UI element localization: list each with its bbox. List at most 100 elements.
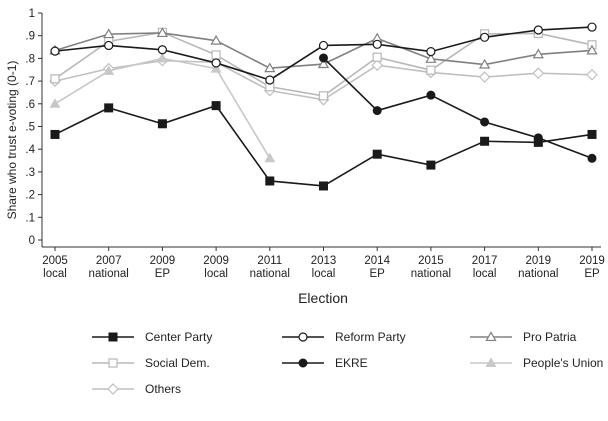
series-lines xyxy=(49,22,598,191)
legend-label: People's Union xyxy=(523,356,603,370)
data-point xyxy=(210,63,222,73)
y-tick-label: .3 xyxy=(25,167,35,179)
x-tick-label-year: 2009 xyxy=(150,255,176,267)
x-tick-label-type: EP xyxy=(155,268,171,280)
x-axis-title: Election xyxy=(298,290,348,306)
x-tick-label-year: 2014 xyxy=(364,255,390,267)
x-tick-label-type: local xyxy=(473,268,497,280)
data-point xyxy=(478,71,491,83)
data-point xyxy=(211,50,221,60)
legend-item-reform-party: Reform Party xyxy=(282,330,406,344)
data-point xyxy=(50,46,60,56)
x-tick-label-type: national xyxy=(411,268,451,280)
data-point xyxy=(49,98,61,108)
legend-item-center-party: Center Party xyxy=(92,330,212,344)
legend-marker xyxy=(108,332,118,342)
legend-label: Social Dem. xyxy=(145,356,210,370)
legend-item-people-s-union: People's Union xyxy=(470,356,603,370)
y-tick-label: .8 xyxy=(25,53,35,65)
legend-marker xyxy=(298,332,308,342)
data-point xyxy=(265,75,275,85)
x-tick-label-year: 2005 xyxy=(42,255,68,267)
data-point xyxy=(425,53,437,63)
axes: 0.1.2.3.4.5.6.7.8.912005local2007nationa… xyxy=(25,8,604,280)
x-tick-label-type: EP xyxy=(584,268,600,280)
data-point xyxy=(587,153,597,163)
x-tick-label-year: 2017 xyxy=(472,255,498,267)
data-point xyxy=(371,59,384,72)
series-people-s-union xyxy=(49,52,276,163)
legend-label: EKRE xyxy=(335,356,368,370)
legend-label: Pro Patria xyxy=(523,330,577,344)
legend-label: Others xyxy=(145,382,181,396)
legend-item-pro-patria: Pro Patria xyxy=(470,330,577,344)
legend-marker xyxy=(485,331,497,342)
data-point xyxy=(532,67,545,80)
legend-item-ekre: EKRE xyxy=(282,356,368,370)
data-point xyxy=(157,119,167,129)
x-tick-label-year: 2015 xyxy=(418,255,444,267)
x-tick-label-type: local xyxy=(204,268,228,280)
y-tick-label: .7 xyxy=(25,76,35,88)
x-tick-label-type: EP xyxy=(370,268,386,280)
y-tick-label: .5 xyxy=(25,122,35,134)
y-tick-label: .4 xyxy=(25,144,35,156)
x-tick-label-type: national xyxy=(250,268,290,280)
data-point xyxy=(210,34,222,45)
data-point xyxy=(157,45,167,55)
legend-marker xyxy=(107,383,119,395)
data-point xyxy=(156,27,169,38)
y-tick-label: .9 xyxy=(25,31,35,43)
data-point xyxy=(372,149,382,159)
data-point xyxy=(532,48,544,59)
legend-label: Reform Party xyxy=(335,330,406,344)
x-tick-label-year: 2013 xyxy=(311,255,337,267)
data-point xyxy=(586,44,598,55)
x-tick-label-year: 2009 xyxy=(203,255,229,267)
y-tick-label: .6 xyxy=(25,99,35,111)
data-point xyxy=(587,129,597,139)
data-point xyxy=(211,101,221,111)
data-point xyxy=(319,53,328,63)
legend-label: Center Party xyxy=(145,330,212,344)
legend-marker xyxy=(298,358,308,368)
data-point xyxy=(533,25,543,35)
data-point xyxy=(318,40,329,51)
x-tick-label-year: 2019 xyxy=(579,255,605,267)
data-point xyxy=(533,137,543,147)
y-tick-label: 0 xyxy=(29,235,35,247)
y-tick-label: .2 xyxy=(25,190,35,202)
x-tick-label-type: national xyxy=(89,268,129,280)
data-point xyxy=(480,136,490,146)
data-point xyxy=(372,106,382,116)
data-point xyxy=(426,46,436,57)
data-point xyxy=(586,68,598,81)
data-point xyxy=(50,129,60,139)
data-point xyxy=(480,32,490,42)
data-point xyxy=(265,176,275,186)
y-axis-title: Share who trust e-voting (0-1) xyxy=(5,61,19,220)
data-point xyxy=(103,28,115,39)
data-point xyxy=(478,58,491,69)
series-pro-patria xyxy=(49,27,598,73)
data-point xyxy=(480,117,490,127)
x-tick-label-year: 2019 xyxy=(526,255,552,267)
data-point xyxy=(426,90,436,100)
series-line xyxy=(54,104,593,187)
data-point xyxy=(104,40,114,51)
series-ekre xyxy=(319,53,597,163)
data-point xyxy=(372,52,382,62)
series-reform-party xyxy=(50,22,597,85)
legend-item-others: Others xyxy=(92,382,181,396)
x-tick-label-type: national xyxy=(518,268,558,280)
data-point xyxy=(319,181,328,191)
data-point xyxy=(372,39,382,49)
data-point xyxy=(426,65,436,75)
data-point xyxy=(50,74,60,84)
data-point xyxy=(318,91,329,101)
data-point xyxy=(104,103,114,113)
series-center-party xyxy=(50,101,597,191)
data-point xyxy=(211,58,221,68)
data-point xyxy=(264,62,276,73)
